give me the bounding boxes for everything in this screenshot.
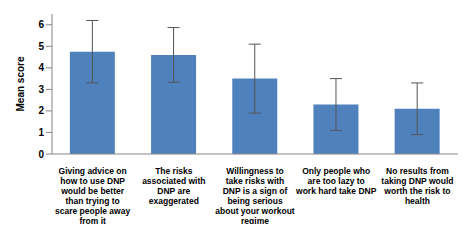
svg-text:Only people whoare too lazy to: Only people whoare too lazy towork hard … <box>295 166 377 196</box>
svg-text:Mean score: Mean score <box>15 56 26 111</box>
svg-text:The risksassociated withDNP ar: The risksassociated withDNP areexaggerat… <box>142 166 205 206</box>
svg-text:No results fromtaking DNP woul: No results fromtaking DNP wouldworth the… <box>381 166 453 206</box>
svg-text:1: 1 <box>38 127 44 138</box>
svg-text:3: 3 <box>38 84 44 95</box>
svg-text:2: 2 <box>38 105 44 116</box>
svg-text:4: 4 <box>38 62 44 73</box>
svg-text:Giving advice onhow to use DNP: Giving advice onhow to use DNPwould be b… <box>55 166 130 224</box>
svg-text:Willingness totake risks withD: Willingness totake risks withDNP is a si… <box>215 166 295 224</box>
svg-text:0: 0 <box>38 149 44 160</box>
svg-text:5: 5 <box>38 41 44 52</box>
svg-text:6: 6 <box>38 19 44 30</box>
